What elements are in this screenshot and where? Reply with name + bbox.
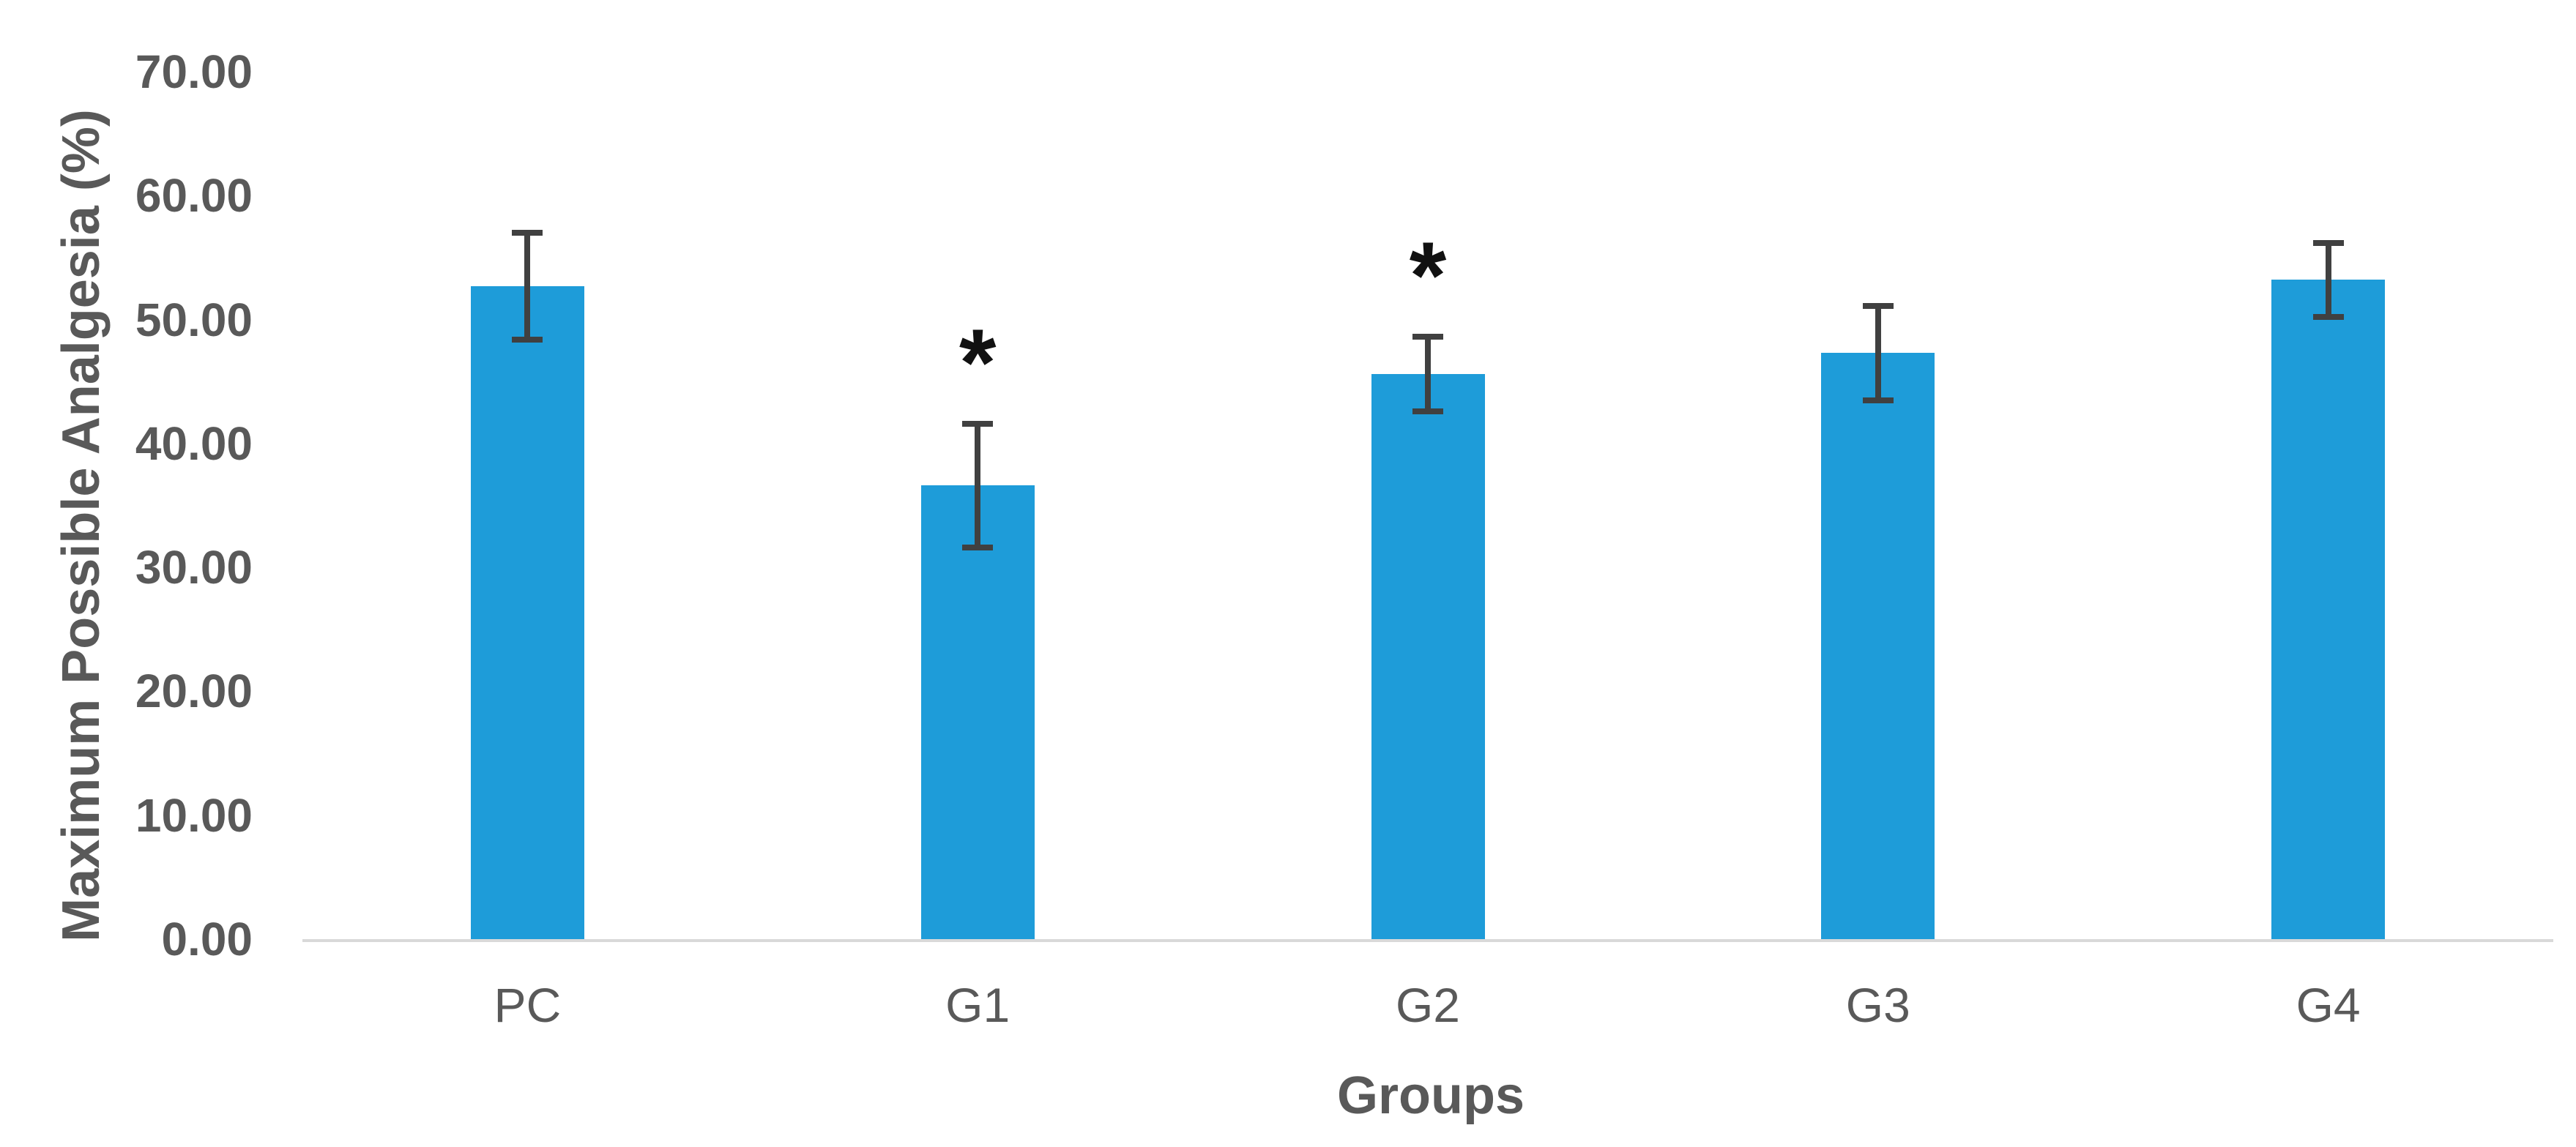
x-category-label: G1 xyxy=(945,978,1010,1032)
y-tick-label: 40.00 xyxy=(135,416,253,470)
error-bar-cap-bottom xyxy=(1412,408,1443,414)
bar xyxy=(920,485,1035,939)
error-bar-cap-top xyxy=(962,420,994,427)
bar xyxy=(1371,374,1485,939)
bar xyxy=(2271,280,2386,939)
significance-asterisk: * xyxy=(958,308,997,416)
y-tick-label: 60.00 xyxy=(135,169,253,223)
x-category-label: G4 xyxy=(2296,978,2361,1032)
error-bar xyxy=(524,233,531,340)
error-bar-cap-top xyxy=(1412,334,1443,340)
error-bar xyxy=(1425,337,1431,411)
error-bar-cap-bottom xyxy=(512,336,543,343)
error-bar xyxy=(1875,305,1881,400)
error-bar-cap-top xyxy=(2312,239,2344,246)
significance-asterisk: * xyxy=(1409,222,1447,329)
y-tick-label: 70.00 xyxy=(135,45,253,98)
bar xyxy=(470,285,584,939)
y-tick-label: 10.00 xyxy=(135,788,253,842)
error-bar-cap-bottom xyxy=(2312,314,2344,321)
x-category-label: G2 xyxy=(1395,978,1461,1032)
x-category-label: PC xyxy=(494,978,562,1032)
y-tick-label: 20.00 xyxy=(135,665,253,718)
y-tick-label: 30.00 xyxy=(135,541,253,594)
error-bar xyxy=(2325,242,2331,318)
error-bar-cap-top xyxy=(512,230,543,236)
error-bar-cap-top xyxy=(1862,302,1894,309)
bar xyxy=(1821,353,1935,939)
error-bar-cap-bottom xyxy=(1862,397,1894,403)
y-tick-label: 50.00 xyxy=(135,293,253,346)
x-axis-line xyxy=(302,939,2553,942)
x-axis-title: Groups xyxy=(1336,1066,1525,1125)
y-tick-label: 0.00 xyxy=(161,913,253,965)
x-category-label: G3 xyxy=(1845,978,1910,1032)
error-bar-cap-bottom xyxy=(962,545,994,551)
error-bar xyxy=(975,423,981,548)
